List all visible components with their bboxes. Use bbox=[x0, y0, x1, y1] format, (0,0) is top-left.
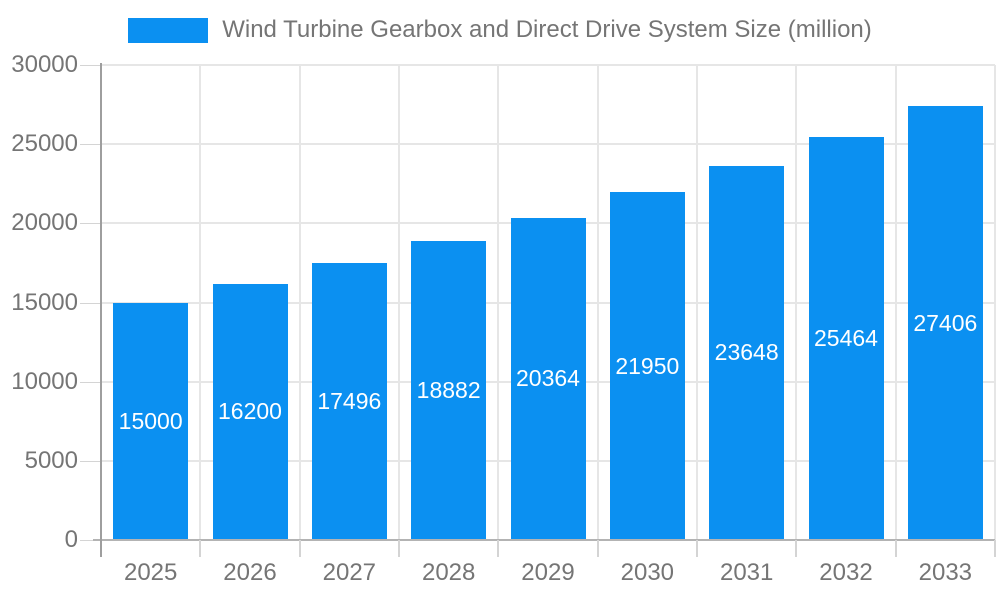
x-tick bbox=[894, 540, 897, 557]
bar: 17496 bbox=[311, 262, 387, 540]
x-axis-label: 2029 bbox=[521, 559, 575, 586]
y-axis-label: 25000 bbox=[11, 130, 78, 158]
bar: 15000 bbox=[113, 302, 189, 540]
y-tick bbox=[80, 540, 101, 541]
y-tick bbox=[80, 223, 101, 225]
x-tick bbox=[199, 540, 202, 557]
x-tick bbox=[696, 540, 698, 557]
x-tick bbox=[398, 540, 400, 557]
bar-value-label: 16200 bbox=[218, 398, 282, 425]
bar-value-label: 25464 bbox=[814, 324, 878, 351]
y-tick bbox=[80, 302, 101, 304]
bar: 21950 bbox=[609, 192, 685, 540]
y-tick bbox=[80, 460, 101, 462]
bar: 25464 bbox=[808, 136, 884, 540]
bar-value-label: 21950 bbox=[615, 352, 680, 379]
x-gridline bbox=[596, 65, 599, 540]
x-axis-line bbox=[93, 539, 995, 541]
bar: 20364 bbox=[510, 217, 586, 540]
x-gridline bbox=[994, 65, 996, 540]
bar-value-label: 20364 bbox=[516, 365, 580, 392]
bar-value-label: 27406 bbox=[913, 309, 978, 336]
x-tick bbox=[497, 540, 500, 557]
y-axis-label: 30000 bbox=[11, 51, 78, 78]
bar: 18882 bbox=[411, 241, 487, 540]
bar: 27406 bbox=[907, 106, 983, 540]
x-axis-label: 2030 bbox=[620, 559, 675, 586]
x-axis-label: 2026 bbox=[223, 559, 277, 586]
y-tick bbox=[80, 381, 101, 383]
x-axis-label: 2028 bbox=[421, 559, 476, 586]
bar-value-label: 23648 bbox=[714, 339, 779, 366]
y-axis-label: 0 bbox=[64, 526, 78, 553]
y-axis-line bbox=[100, 63, 102, 557]
x-gridline bbox=[298, 65, 301, 540]
y-axis-label: 5000 bbox=[24, 446, 78, 474]
y-tick bbox=[80, 65, 101, 66]
x-axis-label: 2025 bbox=[123, 559, 178, 586]
x-gridline bbox=[199, 65, 202, 540]
x-axis-label: 2032 bbox=[819, 559, 873, 586]
y-axis-label: 10000 bbox=[11, 367, 78, 395]
x-axis-label: 2033 bbox=[918, 559, 973, 586]
x-gridline bbox=[894, 65, 897, 540]
legend-swatch bbox=[128, 17, 209, 43]
x-axis-label: 2027 bbox=[322, 559, 377, 586]
x-tick bbox=[994, 540, 996, 557]
x-gridline bbox=[398, 65, 400, 540]
y-tick bbox=[80, 144, 101, 146]
legend: Wind Turbine Gearbox and Direct Drive Sy… bbox=[0, 14, 1000, 46]
x-axis-label: 2031 bbox=[719, 559, 774, 586]
bar-value-label: 18882 bbox=[416, 377, 481, 403]
bar: 23648 bbox=[709, 165, 785, 540]
x-tick bbox=[298, 540, 301, 557]
y-axis-label: 20000 bbox=[11, 209, 78, 237]
y-gridline bbox=[101, 143, 995, 146]
x-tick bbox=[596, 540, 599, 557]
y-gridline bbox=[101, 64, 995, 66]
x-gridline bbox=[795, 65, 798, 540]
x-tick bbox=[795, 540, 798, 557]
bar-value-label: 17496 bbox=[317, 387, 382, 414]
x-gridline bbox=[696, 65, 698, 540]
y-axis-label: 15000 bbox=[11, 288, 78, 316]
bar: 16200 bbox=[212, 283, 288, 540]
legend-label: Wind Turbine Gearbox and Direct Drive Sy… bbox=[222, 16, 872, 43]
x-gridline bbox=[497, 65, 500, 540]
bar-value-label: 15000 bbox=[118, 407, 183, 434]
